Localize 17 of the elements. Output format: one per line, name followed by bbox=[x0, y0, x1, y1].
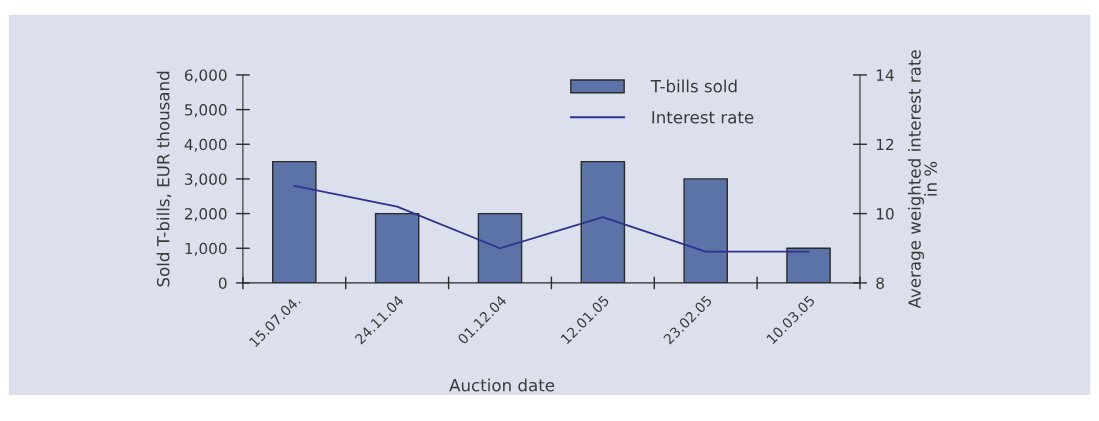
y2-tick-label: 12 bbox=[876, 138, 894, 151]
y2-axis-title: Average weighted interest rate in % bbox=[907, 50, 937, 309]
y-tick-label: 1,000 bbox=[185, 242, 227, 256]
x-axis-title: Auction date bbox=[449, 378, 555, 392]
y-tick-label: 3,000 bbox=[185, 173, 227, 187]
y-tick-label: 4,000 bbox=[184, 138, 227, 152]
y-tick-label: 6,000 bbox=[184, 69, 227, 83]
y2-tick-label: 8 bbox=[876, 277, 884, 289]
line-series bbox=[293, 184, 810, 253]
legend-label: Interest rate bbox=[652, 111, 754, 124]
legend-label: T-bills sold bbox=[650, 79, 737, 93]
y-axis-title: Sold T-bills, EUR thousand bbox=[156, 71, 172, 287]
y-tick-label: 0 bbox=[218, 277, 227, 289]
y-tick-label: 5,000 bbox=[185, 104, 227, 118]
y-tick-label: 2,000 bbox=[184, 208, 227, 222]
y2-tick-label: 14 bbox=[876, 69, 894, 81]
y2-tick-label: 10 bbox=[876, 208, 894, 220]
